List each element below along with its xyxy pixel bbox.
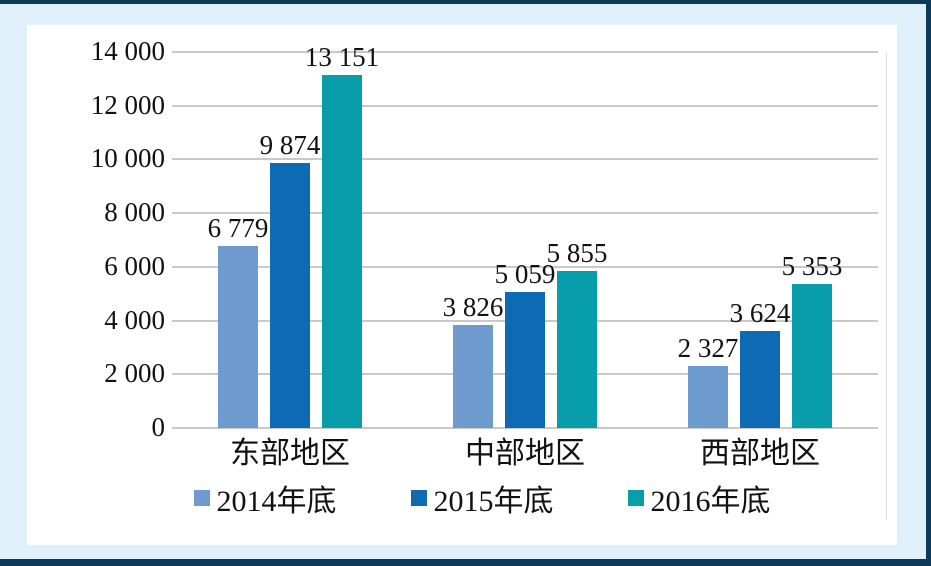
- bar-value-label: 5 855: [546, 237, 608, 268]
- y-axis-tick-label: 4 000: [104, 304, 165, 335]
- y-axis-tick-label: 8 000: [104, 197, 165, 228]
- bar-value-label: 2 327: [677, 332, 739, 363]
- legend-item: 2016年底: [627, 485, 771, 519]
- frame-border-right: [926, 0, 931, 566]
- bar: [688, 365, 728, 428]
- bar: [322, 74, 362, 428]
- y-axis-tick-label: 0: [151, 412, 166, 442]
- bar: [557, 270, 597, 428]
- legend-item: 2014年底: [193, 485, 337, 519]
- bar-value-label: 3 826: [442, 292, 504, 323]
- gridline: [172, 158, 878, 161]
- y-axis-tick-label: 6 000: [104, 250, 165, 281]
- legend-label: 2014年底: [216, 485, 337, 518]
- legend-label: 2015年底: [433, 485, 554, 518]
- category-label: 中部地区: [465, 437, 585, 470]
- bar-value-label: 5 353: [781, 251, 843, 282]
- plot-right-edge: [886, 52, 887, 520]
- bar-value-label: 3 624: [729, 297, 791, 328]
- gridline: [172, 265, 878, 268]
- chart-panel: 0 2 000 4 000 6 000 8 000 10 000 12 000 14 000 6…: [27, 25, 897, 545]
- y-axis-tick-label: 12 000: [90, 89, 165, 120]
- bar: [270, 162, 310, 428]
- bar: [218, 245, 258, 428]
- frame-border-top: [0, 0, 931, 4]
- bar-value-label: 13 151: [304, 41, 380, 72]
- bar: [453, 325, 493, 428]
- gridline: [172, 212, 878, 215]
- bar-value-label: 6 779: [207, 212, 269, 243]
- frame-border-bottom: [0, 559, 931, 566]
- legend-swatch-icon: [193, 490, 210, 506]
- legend-swatch-icon: [627, 490, 644, 506]
- bar: [740, 330, 780, 428]
- bar-value-label: 9 874: [259, 129, 321, 160]
- y-axis-tick-label: 14 000: [90, 36, 165, 66]
- gridline: [172, 51, 878, 53]
- category-label: 西部地区: [700, 437, 820, 470]
- gridline: [172, 104, 878, 107]
- legend-label: 2016年底: [650, 485, 771, 518]
- bar-value-label: 5 059: [494, 259, 556, 290]
- gridline: [172, 427, 878, 429]
- y-axis-tick-label: 2 000: [104, 358, 165, 389]
- category-label: 东部地区: [230, 437, 350, 470]
- legend-item: 2015年底: [410, 485, 554, 519]
- legend: 2014年底 2015年底 2016年底: [27, 485, 897, 519]
- y-axis-tick-label: 10 000: [90, 143, 165, 174]
- bar: [792, 284, 832, 428]
- bar: [505, 292, 545, 428]
- legend-swatch-icon: [410, 490, 427, 506]
